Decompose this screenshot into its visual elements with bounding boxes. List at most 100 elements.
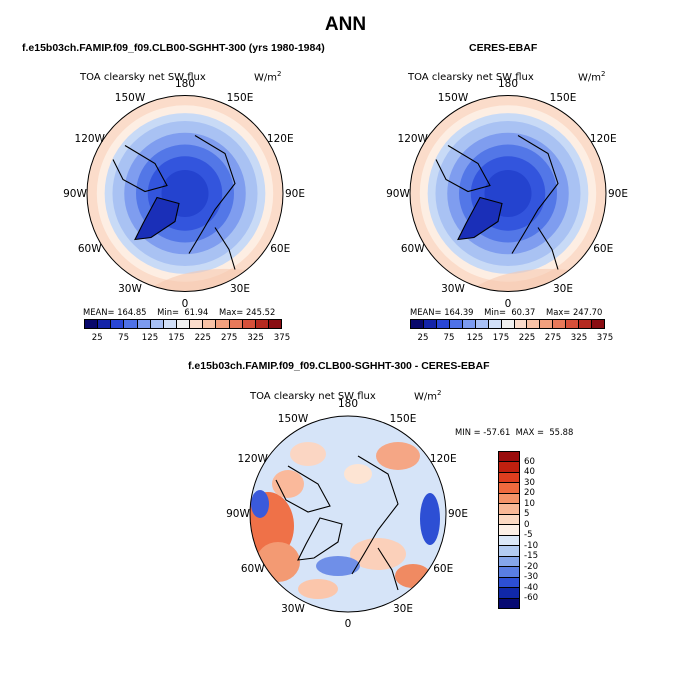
colorbar-tick-label: 20: [524, 488, 535, 499]
panel2-colorbar: [410, 319, 605, 329]
panel3-colorbar: [498, 451, 520, 609]
panel1-variable: TOA clearsky net SW flux: [80, 72, 206, 83]
difference-patch: [298, 579, 338, 599]
colorbar-swatch: [540, 320, 554, 328]
lon-label: 120W: [74, 132, 105, 145]
colorbar-swatch: [553, 320, 567, 328]
panel2-units: W/m2: [578, 70, 606, 84]
panel2-variable: TOA clearsky net SW flux: [408, 72, 534, 83]
colorbar-tick-label: -15: [524, 551, 539, 562]
difference-patch: [350, 538, 406, 570]
lon-label: 90W: [386, 187, 410, 200]
panel2-map: [409, 95, 607, 292]
colorbar-swatch: [124, 320, 138, 328]
coastline: [351, 455, 399, 575]
difference-patch: [344, 464, 372, 484]
panel3-units: W/m2: [414, 389, 442, 403]
colorbar-swatch: [475, 320, 489, 328]
lon-label: 90E: [608, 187, 628, 200]
colorbar-swatch: [150, 320, 164, 328]
panel2-colorbar-labels: 25 75 125 175 225 275 325 375: [410, 333, 614, 345]
lon-label: 150W: [437, 92, 469, 105]
map-border: [409, 95, 607, 292]
lon-label: 90W: [226, 508, 250, 520]
difference-patch: [395, 564, 431, 588]
colorbar-swatch: [176, 320, 191, 328]
colorbar-swatch: [499, 567, 519, 578]
colorbar-swatch: [111, 320, 125, 328]
colorbar-swatch: [436, 320, 450, 328]
lon-label: 0: [344, 618, 352, 630]
colorbar-tick-label: 175: [168, 333, 185, 343]
lon-label: 30E: [553, 282, 573, 295]
coastline: [457, 196, 503, 241]
lon-label: 150W: [114, 92, 146, 105]
lon-label: 0: [181, 297, 189, 310]
lon-label: 180: [497, 77, 519, 90]
map-border: [249, 415, 447, 613]
greenland-region: [135, 197, 179, 240]
colorbar-swatch: [499, 514, 519, 526]
colorbar-tick-label: 225: [518, 333, 536, 343]
colorbar-tick-label: 75: [443, 333, 455, 343]
coastline: [435, 145, 491, 193]
colorbar-tick-label: 60: [524, 456, 535, 467]
colorbar-tick-label: -10: [524, 540, 539, 551]
colorbar-tick-label: 10: [524, 498, 535, 509]
lon-label: 60E: [593, 242, 614, 255]
panel3-stats: MIN = -57.61 MAX = 55.88: [455, 427, 574, 437]
colorbar-swatch: [190, 320, 204, 328]
colorbar-swatch: [499, 452, 519, 463]
colorbar-tick-label: 125: [141, 333, 159, 343]
panel1-title: f.e15b03ch.FAMIP.f09_f09.CLB00-SGHHT-300…: [22, 42, 325, 54]
coastline: [511, 135, 559, 254]
difference-patch: [420, 493, 440, 545]
colorbar-tick-label: 325: [247, 333, 264, 343]
colorbar-tick-label: 375: [273, 333, 291, 343]
panel3-map: [249, 415, 447, 613]
colorbar-tick-label: -20: [524, 561, 539, 572]
colorbar-swatch: [449, 320, 463, 328]
lon-label: 30E: [230, 282, 250, 295]
difference-patch: [376, 442, 420, 470]
colorbar-swatch: [137, 320, 151, 328]
panel3-title: f.e15b03ch.FAMIP.f09_f09.CLB00-SGHHT-300…: [188, 360, 490, 372]
colorbar-swatch: [499, 598, 519, 609]
colorbar-swatch: [499, 493, 519, 505]
colorbar-tick-label: 40: [524, 467, 535, 478]
lon-label: 0: [504, 297, 512, 310]
lon-label: 60E: [270, 242, 291, 255]
colorbar-tick-label: 275: [544, 333, 562, 343]
coastline: [134, 196, 180, 241]
colorbar-swatch: [411, 320, 424, 328]
lon-label: 120W: [237, 453, 268, 465]
colorbar-swatch: [268, 320, 282, 328]
colorbar-tick-label: 125: [466, 333, 484, 343]
coastline: [537, 227, 559, 270]
colorbar-swatch: [255, 320, 269, 328]
colorbar-tick-label: -5: [524, 530, 533, 541]
lon-label: 150E: [389, 412, 417, 425]
colorbar-tick-label: 375: [596, 333, 614, 343]
colorbar-swatch: [203, 320, 217, 328]
coastline: [297, 517, 343, 561]
panel2-stats: MEAN= 164.39 Min= 60.37 Max= 247.70: [410, 307, 603, 317]
main-title: ANN: [324, 14, 367, 35]
colorbar-swatch: [499, 556, 519, 568]
panel3-colorbar-labels: 60 40 30 20 10 5 0 -5 -10 -15 -20 -30 -40 -60: [524, 451, 550, 609]
coastline: [112, 145, 168, 193]
lon-label: 60W: [77, 242, 102, 255]
coastline: [275, 465, 331, 513]
colorbar-swatch: [242, 320, 256, 328]
colorbar-swatch: [499, 535, 519, 547]
map-border: [86, 95, 284, 292]
panel2-title: CERES-EBAF: [469, 42, 538, 54]
colorbar-swatch: [527, 320, 541, 328]
lon-label: 150E: [549, 92, 577, 105]
colorbar-swatch: [499, 504, 519, 515]
colorbar-swatch: [499, 546, 519, 557]
panel1-colorbar: [84, 319, 282, 329]
colorbar-swatch: [499, 525, 519, 536]
panel1-stats: MEAN= 164.85 Min= 61.94 Max= 245.52: [83, 307, 276, 317]
colorbar-swatch: [499, 472, 519, 484]
